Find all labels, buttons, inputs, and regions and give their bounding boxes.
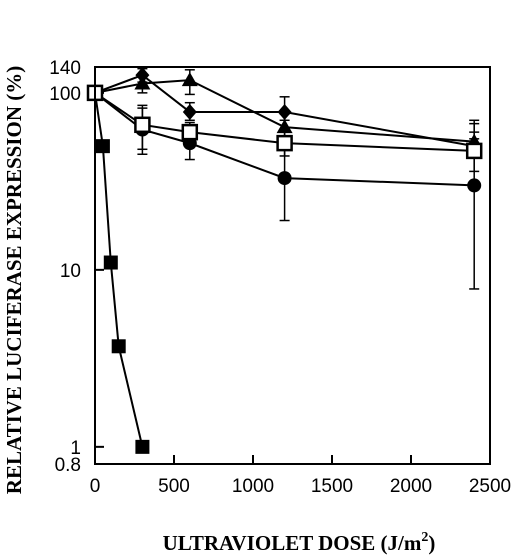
x-tick-label: 500 bbox=[158, 476, 190, 497]
filled-triangle-marker bbox=[276, 119, 293, 134]
open-square-marker bbox=[181, 123, 199, 141]
filled-circle-marker bbox=[467, 178, 482, 193]
y-tick-label: 1 bbox=[70, 438, 81, 459]
y-tick-label: 140 bbox=[49, 58, 81, 79]
x-tick-label: 2000 bbox=[390, 476, 432, 497]
open-square-marker bbox=[276, 134, 293, 152]
x-axis-title-text: ULTRAVIOLET DOSE (J/m bbox=[163, 531, 422, 555]
x-tick-label: 1000 bbox=[232, 476, 274, 497]
filled-square-marker bbox=[103, 255, 118, 270]
y-tick-label: 0.8 bbox=[55, 455, 81, 476]
x-axis-title: ULTRAVIOLET DOSE (J/m2) bbox=[163, 530, 436, 555]
axis-ticks: 0 500 1000 1500 2000 2500 0.81 10 100 140 bbox=[49, 58, 511, 497]
filled-square-marker bbox=[111, 339, 126, 354]
filled-diamond-marker bbox=[182, 103, 197, 120]
filled-diamond-marker bbox=[277, 103, 292, 120]
open-square-marker bbox=[465, 142, 483, 160]
filled-square-marker bbox=[135, 439, 150, 454]
x-tick-label: 0 bbox=[90, 476, 101, 497]
x-axis-title-close: ) bbox=[428, 531, 435, 555]
plot-frame bbox=[94, 66, 491, 465]
filled-triangle-marker bbox=[181, 72, 198, 87]
x-tick-label: 2500 bbox=[469, 476, 511, 497]
y-tick-label: 10 bbox=[60, 261, 81, 282]
x-axis-title-superscript: 2 bbox=[421, 530, 428, 545]
y-axis-title: RELATIVE LUCIFERASE EXPRESSION (%) bbox=[2, 66, 26, 494]
series-open-square bbox=[86, 84, 483, 173]
filled-diamond-marker bbox=[135, 67, 150, 84]
svg-text:ULTRAVIOLET DOSE (J/m2): ULTRAVIOLET DOSE (J/m2) bbox=[163, 530, 436, 555]
filled-square-marker bbox=[95, 139, 110, 154]
open-square-marker bbox=[134, 116, 151, 134]
series-layer bbox=[86, 67, 483, 454]
filled-circle-marker bbox=[277, 171, 292, 186]
x-tick-label: 1500 bbox=[311, 476, 353, 497]
y-tick-label: 100 bbox=[49, 84, 81, 105]
